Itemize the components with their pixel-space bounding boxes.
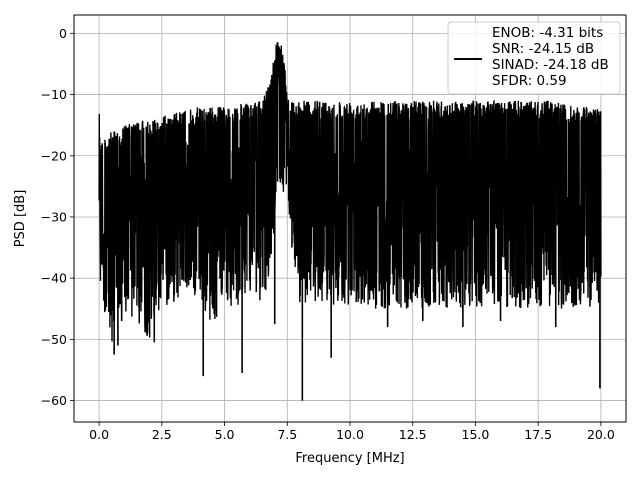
y-tick-label: −10: [41, 87, 67, 102]
x-tick-label: 2.5: [152, 427, 172, 442]
x-tick-label: 20.0: [587, 427, 615, 442]
x-tick-label: 10.0: [336, 427, 364, 442]
x-tick-label: 0.0: [89, 427, 109, 442]
y-tick-label: −60: [41, 393, 67, 408]
x-axis-label: Frequency [MHz]: [295, 451, 404, 466]
psd-trace: [98, 42, 602, 401]
legend-entry-enob: ENOB: -4.31 bits: [492, 25, 603, 41]
legend-entry-sfdr: SFDR: 0.59: [492, 73, 567, 89]
x-tick-label: 7.5: [277, 427, 297, 442]
y-axis-label: PSD [dB]: [13, 190, 28, 248]
legend-entry-snr: SNR: -24.15 dB: [492, 41, 594, 57]
x-tick-label: 15.0: [462, 427, 490, 442]
x-tick-label: 12.5: [399, 427, 427, 442]
y-tick-label: −50: [41, 332, 67, 347]
y-tick-label: −20: [41, 148, 67, 163]
x-tick-label: 17.5: [524, 427, 552, 442]
legend: ENOB: -4.31 bits SNR: -24.15 dB SINAD: -…: [447, 21, 621, 95]
y-tick-label: −30: [41, 209, 67, 224]
x-tick-label: 5.0: [215, 427, 235, 442]
y-tick-label: 0: [59, 26, 67, 41]
legend-entry-sinad: SINAD: -24.18 dB: [492, 57, 609, 73]
psd-line: [98, 42, 602, 342]
axis-ticks: 0.0 2.5 5.0 7.5 10.0 12.5 15.0 17.5 20.0 0 −10 −20 −…: [41, 26, 615, 442]
y-tick-label: −40: [41, 271, 67, 286]
legend-box: [447, 21, 621, 95]
